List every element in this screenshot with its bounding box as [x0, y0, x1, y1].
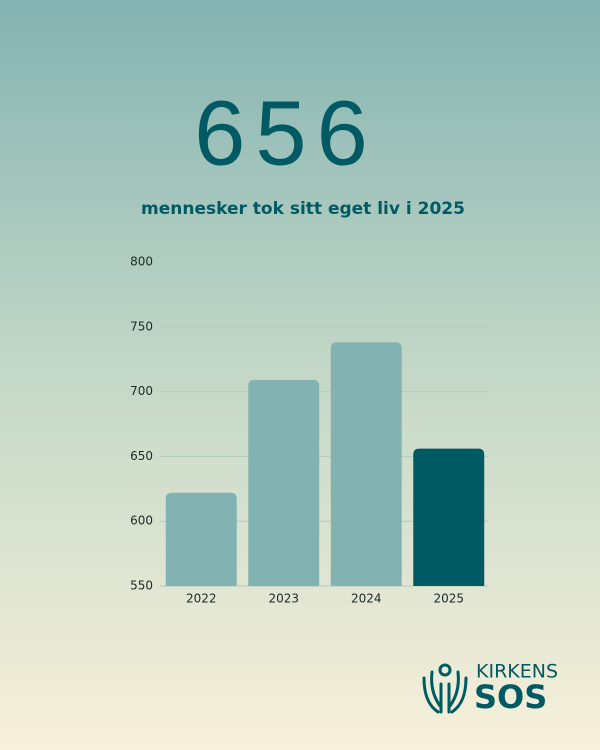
- subtitle: mennesker tok sitt eget liv i 2025: [141, 199, 465, 219]
- logo-text: SOS: [474, 678, 547, 716]
- headline: 656: [194, 82, 378, 184]
- bar: [248, 379, 320, 586]
- y-tick-label: 750: [130, 319, 153, 333]
- x-tick-label: 2024: [351, 592, 382, 606]
- x-tick-label: 2023: [268, 592, 299, 606]
- bar-chart: 550 600 650 700 750 800 2022 2023 2024 2025: [130, 255, 488, 606]
- y-tick-label: 550: [130, 579, 153, 593]
- bar: [165, 492, 237, 586]
- y-tick-label: 800: [130, 255, 153, 269]
- y-tick-label: 700: [130, 384, 153, 398]
- logo: [422, 663, 468, 714]
- logo-icon: [422, 670, 468, 714]
- y-tick-label: 600: [130, 514, 153, 528]
- x-tick-label: 2025: [433, 592, 464, 606]
- y-tick-label: 650: [130, 449, 153, 463]
- bar: [330, 342, 402, 586]
- logo-icon-head: [438, 663, 452, 677]
- logo-text: KIRKENS: [476, 661, 558, 683]
- bar: [413, 448, 485, 586]
- x-tick-label: 2022: [186, 592, 217, 606]
